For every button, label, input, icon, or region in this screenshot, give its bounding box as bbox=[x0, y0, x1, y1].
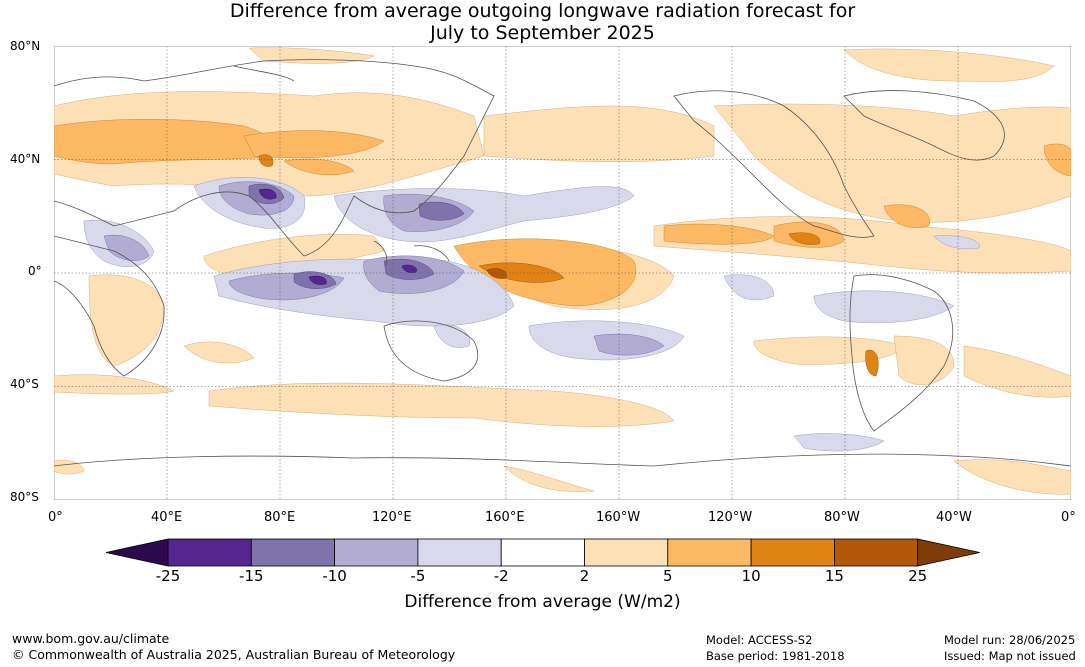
lon-label-0-east: 0° bbox=[1061, 510, 1076, 525]
footer-model-run: Model run: 28/06/2025 bbox=[944, 633, 1076, 647]
colorbar-segment bbox=[834, 538, 919, 567]
colorbar-unit-label: Difference from average (W/m2) bbox=[404, 592, 681, 612]
lon-label-40w: 40°W bbox=[936, 510, 972, 525]
lat-label-40n: 40°N bbox=[10, 152, 41, 166]
colorbar-tick-label: 2 bbox=[579, 567, 590, 585]
colorbar-tick-label: 10 bbox=[741, 567, 761, 585]
colorbar-segment bbox=[667, 538, 752, 567]
colorbar-segment bbox=[750, 538, 835, 567]
colorbar-tick-label: -2 bbox=[493, 567, 509, 585]
colorbar bbox=[106, 538, 980, 567]
colorbar-tick-label: -25 bbox=[155, 567, 181, 585]
colorbar-tick-label: 15 bbox=[824, 567, 844, 585]
footer-base-period: Base period: 1981-2018 bbox=[706, 649, 845, 663]
lat-label-80s: 80°S bbox=[10, 490, 39, 504]
footer-copyright: © Commonwealth of Australia 2025, Austra… bbox=[12, 647, 456, 662]
footer-model: Model: ACCESS-S2 bbox=[706, 633, 813, 647]
title-line-2: July to September 2025 bbox=[430, 22, 655, 44]
colorbar-tick-label: -5 bbox=[410, 567, 426, 585]
lon-label-80e: 80°E bbox=[264, 510, 296, 525]
colorbar-tick-label: -10 bbox=[322, 567, 347, 585]
title-line-1: Difference from average outgoing longwav… bbox=[229, 0, 856, 22]
colorbar-tick-label: 25 bbox=[908, 567, 928, 585]
colorbar-tick-label: -15 bbox=[239, 567, 264, 585]
colorbar-segment bbox=[500, 538, 585, 567]
colorbar-segment bbox=[584, 538, 669, 567]
lon-label-120w: 120°W bbox=[708, 510, 753, 525]
coastlines bbox=[54, 59, 1071, 467]
footer-url: www.bom.gov.au/climate bbox=[12, 631, 170, 646]
colorbar-segment bbox=[167, 538, 252, 567]
graticule bbox=[54, 46, 1071, 500]
map-title: Difference from average outgoing longwav… bbox=[0, 0, 1085, 44]
positive-anomaly-strong bbox=[258, 154, 879, 377]
lon-label-40e: 40°E bbox=[151, 510, 183, 525]
lon-label-160e: 160°E bbox=[485, 510, 525, 525]
lon-label-80w: 80°W bbox=[824, 510, 860, 525]
olr-anomaly-map bbox=[54, 46, 1071, 500]
lon-label-160w: 160°W bbox=[596, 510, 641, 525]
colorbar-tick-label: 5 bbox=[663, 567, 673, 585]
colorbar-segment bbox=[334, 538, 419, 567]
lon-label-0-west: 0° bbox=[48, 510, 63, 525]
colorbar-segment bbox=[417, 538, 502, 567]
lat-label-0: 0° bbox=[28, 264, 42, 278]
colorbar-extend-low bbox=[106, 538, 169, 567]
negative-anomaly-very-strong bbox=[258, 188, 417, 285]
lat-label-80n: 80°N bbox=[10, 39, 41, 53]
colorbar-segment bbox=[250, 538, 336, 567]
footer-issued: Issued: Map not issued bbox=[944, 649, 1076, 663]
colorbar-extend-high bbox=[917, 538, 980, 567]
lat-label-40s: 40°S bbox=[10, 377, 39, 391]
lon-label-120e: 120°E bbox=[372, 510, 412, 525]
